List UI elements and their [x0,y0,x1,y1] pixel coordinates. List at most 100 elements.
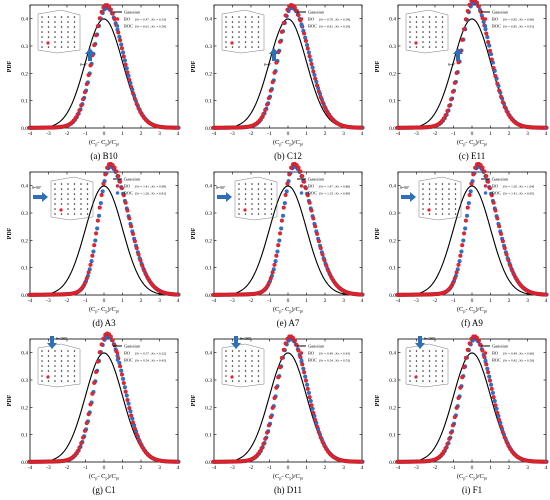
inset-outline [405,343,449,388]
inset-tap-point [41,31,43,33]
inset-tap-point [435,355,437,357]
inset-tap-point [435,41,437,43]
legend-label-boc: BOC [492,358,501,363]
bo-point [487,48,492,53]
inset-tap-point [244,46,247,48]
bo-point [127,216,132,221]
wind-arrow-icon [85,48,95,54]
bo-point [263,107,268,112]
inset-tap-point [80,213,82,215]
y-axis-label: PDF [191,394,197,406]
inset-tap-point [238,193,240,195]
building-inset [50,176,94,221]
bo-point [136,106,141,111]
bo-point [309,61,314,67]
bo-point [454,405,459,410]
bo-point [99,342,104,347]
inset-tap-point [415,16,418,18]
inset-tap-point [257,41,260,43]
inset-tap-point [270,198,273,200]
inset-tap-point [80,193,82,195]
y-tick-label: 0.1 [389,266,396,272]
y-axis-label: PDF [7,394,13,406]
bo-point [480,165,485,170]
bo-point [502,435,507,440]
inset-tap-point [409,375,411,377]
inset-tap-point [54,46,56,48]
inset-tap-point [73,193,76,195]
bo-point [125,208,130,213]
legend-stats-boc: (Sₖ = 1.33 , Kₖ = 0.89) [319,192,350,197]
legend-stats-bo: (Sₖ = 1.41 , Kₖ = 0.99) [135,185,166,190]
bo-point [134,101,139,107]
bo-point [329,276,334,281]
inset-tap-point [231,355,234,357]
legend-stats-bo: (Sₖ = 0.49 , Kₖ = 0.60) [503,352,534,357]
x-tick-label: 4 [361,131,364,137]
inset-tap-point [415,350,418,352]
bo-point [322,258,327,263]
y-tick-label: 0.0 [205,293,212,299]
bo-point [500,100,505,105]
boc-point [459,249,464,254]
x-tick-label: 1 [489,131,492,137]
inset-tap-point [454,188,457,190]
bo-point [138,258,143,263]
inset-tap-point [47,21,50,23]
bo-point [108,334,113,339]
bo-point [88,402,93,407]
bo-point [504,252,509,257]
inset-tap-point [41,355,43,357]
bo-point [508,263,513,268]
bo-point [489,193,494,198]
boc-point [282,201,287,206]
legend-swatch-boc [299,24,304,28]
inset-tap-point [225,41,227,43]
x-tick-label: -4 [212,131,217,137]
bo-point [259,446,264,451]
legend-swatch-boc [483,24,488,28]
inset-tap-point [257,213,260,215]
inset-tap-point [415,26,418,28]
bo-point [303,378,308,383]
x-tick-label: 0 [471,298,474,304]
inset-tap-point [428,365,431,367]
inset-tap-point [231,360,234,362]
bo-point [296,348,301,353]
inset-tap-point [54,31,56,33]
boc-point [124,393,129,398]
boc-point [487,43,492,48]
inset-tap-point [251,183,253,185]
x-tick-label: -4 [396,131,401,137]
inset-tap-point [251,46,253,48]
wind-angle-label: θ=90° [216,186,226,190]
inset-tap-point [238,213,240,215]
bo-point [316,89,321,94]
inset-tap-point [41,365,43,367]
bo-point [86,73,91,78]
boc-point [485,366,490,371]
inset-tap-point [441,31,444,33]
chart-panel: -4 -3 -2 -1 0 1 2 3 4 0.0 0.1 0.2 0.3 0.4 PDF (Cp- Cp)/… [7,331,181,495]
inset-tap-point [441,198,444,200]
bo-point [88,262,93,267]
inset-tap-point [415,46,418,48]
inset-tap-point [238,375,240,377]
inset-tap-point [257,21,260,23]
inset-tap-point [251,26,253,28]
y-tick-label: 0.0 [21,460,28,466]
y-tick-label: 0.4 [389,17,396,23]
inset-tap-point [41,26,43,28]
x-tick-label: 4 [545,131,548,137]
bo-point [94,369,99,375]
bo-point [99,9,104,14]
x-axis-label: (Cp- Cp)/Cpr [273,473,304,481]
legend-swatch-bo [115,184,120,188]
inset-tap-point [257,36,260,38]
bo-point [452,80,457,85]
inset-tap-point [422,31,424,33]
gaussian-curve [30,18,178,129]
bo-point [493,403,498,408]
inset-highlight-point [230,375,234,379]
inset-tap-point [244,355,247,357]
